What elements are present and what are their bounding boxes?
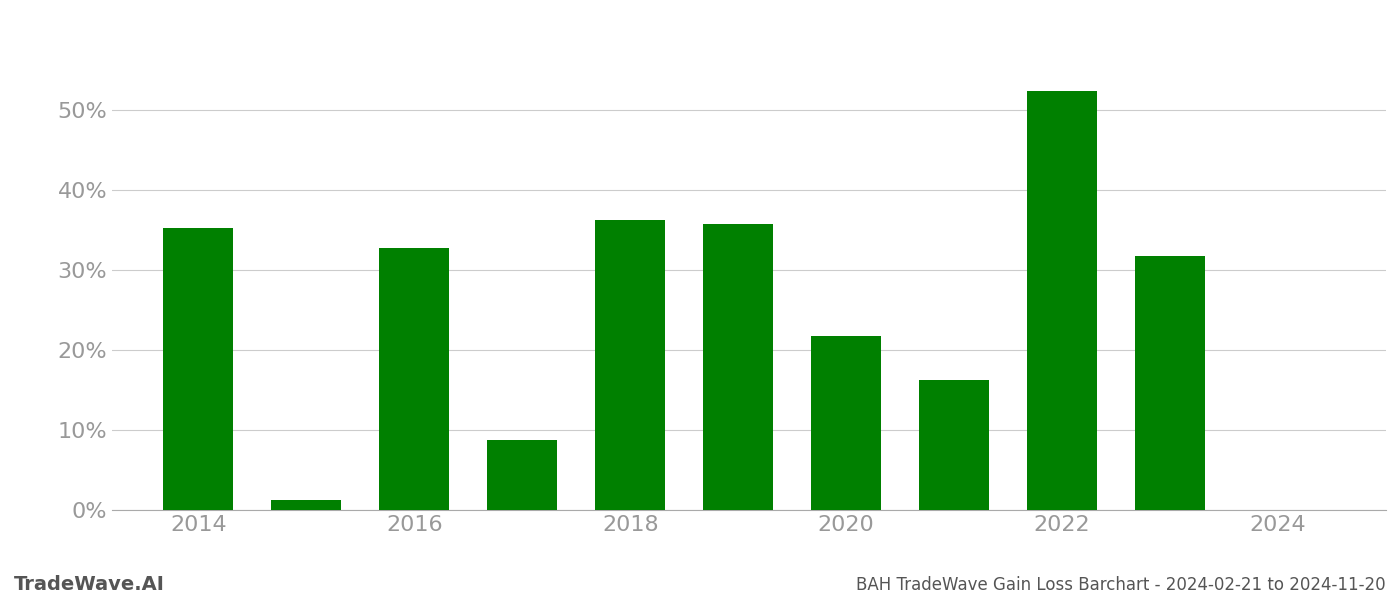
Text: TradeWave.AI: TradeWave.AI <box>14 575 165 594</box>
Bar <box>918 380 990 510</box>
Bar <box>811 335 881 510</box>
Bar <box>595 220 665 510</box>
Text: BAH TradeWave Gain Loss Barchart - 2024-02-21 to 2024-11-20: BAH TradeWave Gain Loss Barchart - 2024-… <box>857 576 1386 594</box>
Bar <box>703 224 773 510</box>
Bar <box>1135 256 1205 510</box>
Bar <box>1028 91 1098 510</box>
Bar <box>379 248 449 510</box>
Bar <box>272 500 342 510</box>
Bar <box>487 440 557 510</box>
Bar <box>164 229 234 510</box>
